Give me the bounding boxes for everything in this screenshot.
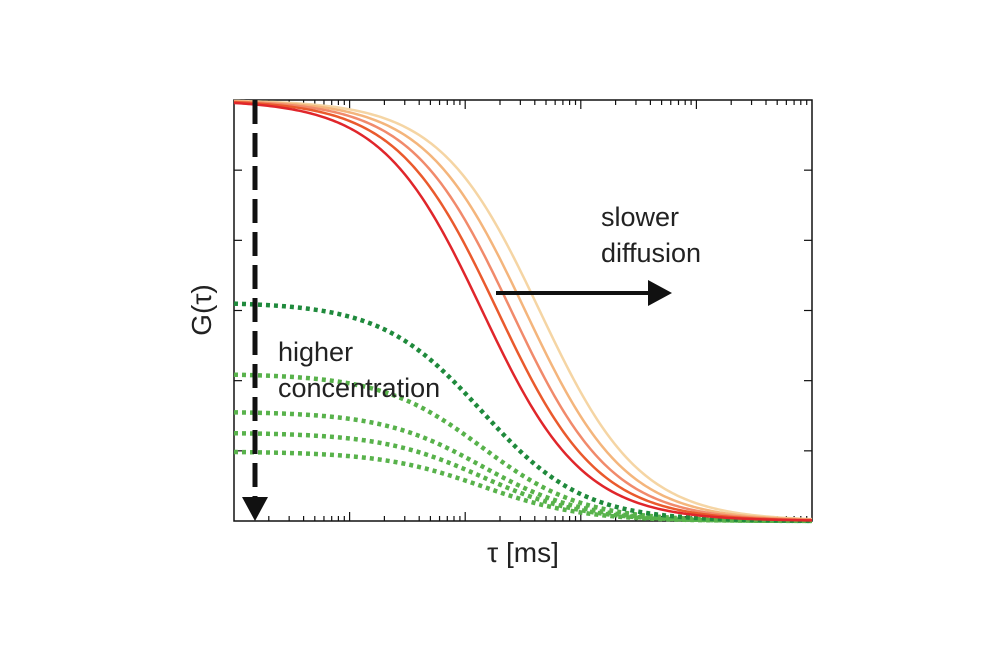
dotted-series-line: [233, 430, 813, 524]
concentration-arrow-head: [242, 497, 268, 521]
annotation-higher: higher: [278, 337, 353, 367]
solid-series-line: [233, 100, 813, 522]
plot-frame: [233, 99, 813, 522]
series-group: [233, 99, 813, 524]
solid-series-line: [233, 99, 813, 521]
dotted-series-line: [233, 410, 813, 524]
annotation-slower: slower: [601, 202, 679, 232]
axis-ticks: [234, 100, 812, 521]
x-axis-label: τ [ms]: [487, 537, 559, 568]
solid-series-line: [233, 101, 813, 522]
y-axis-label: G(τ): [186, 284, 217, 336]
dotted-series-line: [233, 372, 813, 524]
solid-series-line: [233, 100, 813, 521]
annotation-concentration: concentration: [278, 373, 440, 403]
solid-series-line: [233, 100, 813, 522]
annotation-diffusion: diffusion: [601, 238, 701, 268]
dotted-series-line: [233, 301, 813, 523]
diffusion-arrow-head: [648, 280, 672, 306]
